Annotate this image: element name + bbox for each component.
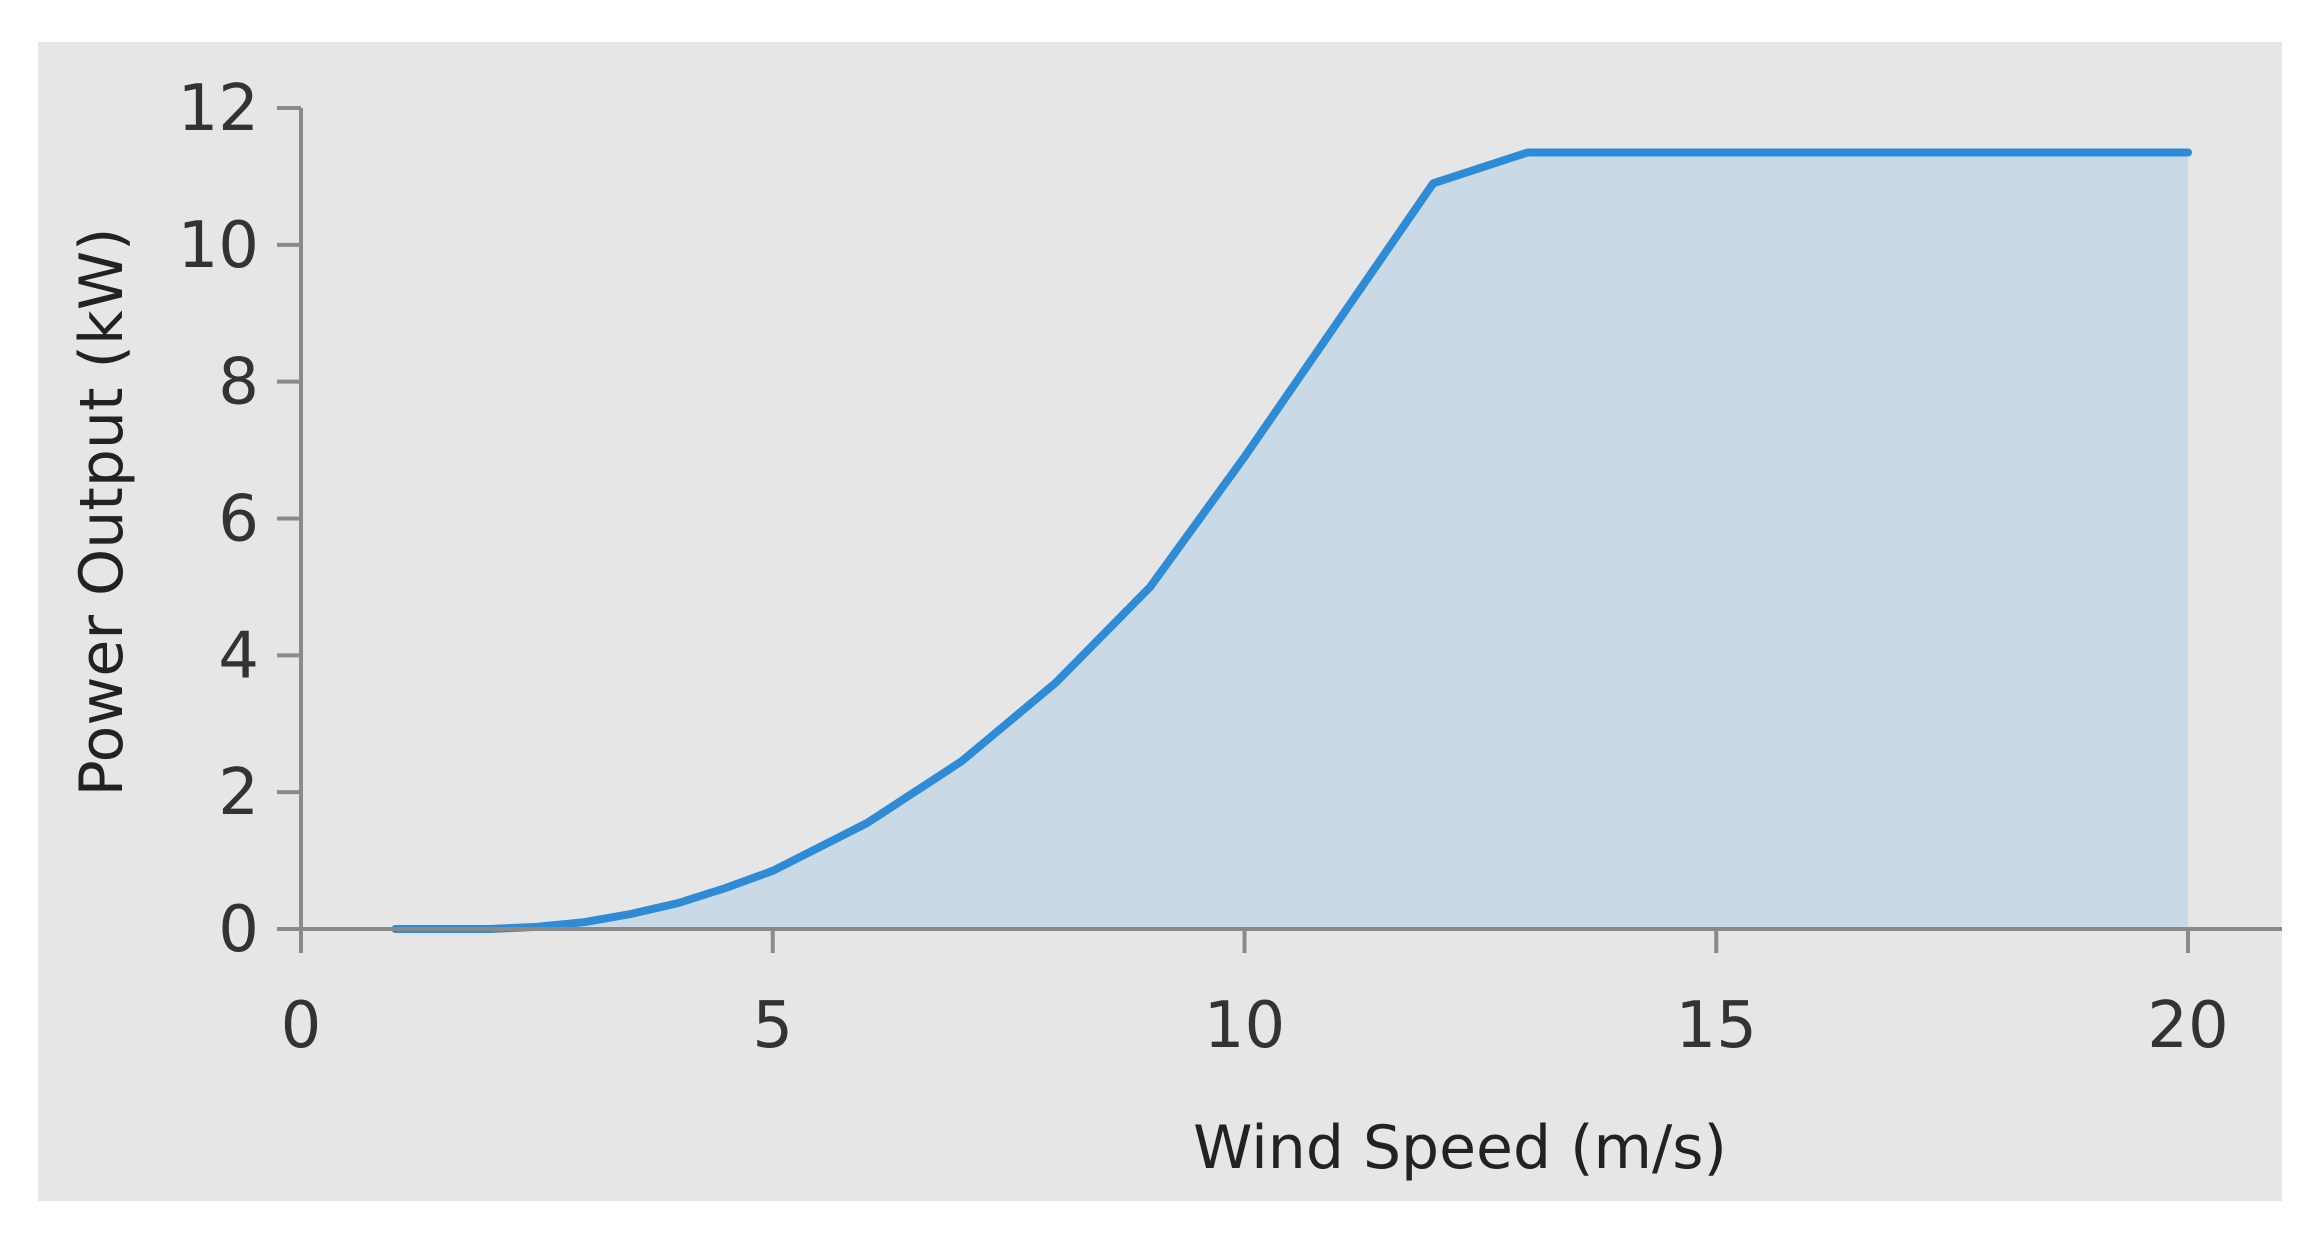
y-tick-label: 10 (178, 209, 259, 283)
y-tick-label: 0 (218, 893, 259, 967)
y-axis-ticks: 0 2 4 6 8 10 12 (178, 72, 301, 967)
x-tick-label: 10 (1204, 989, 1285, 1063)
y-axis-title: Power Output (kW) (67, 228, 137, 797)
x-tick-label: 5 (752, 989, 793, 1063)
x-tick-label: 20 (2147, 989, 2228, 1063)
y-tick-label: 6 (218, 483, 259, 557)
y-tick-label: 8 (218, 346, 259, 420)
x-tick-label: 0 (281, 989, 322, 1063)
x-axis-title: Wind Speed (m/s) (1193, 1113, 1727, 1183)
y-tick-label: 4 (218, 619, 259, 693)
power-area-fill (395, 152, 2188, 929)
y-tick-label: 12 (178, 72, 259, 146)
power-curve-line (391, 148, 2192, 933)
y-tick-label: 2 (218, 756, 259, 830)
x-tick-label: 15 (1676, 989, 1757, 1063)
x-axis-ticks: 0 5 10 15 20 (281, 929, 2229, 1063)
